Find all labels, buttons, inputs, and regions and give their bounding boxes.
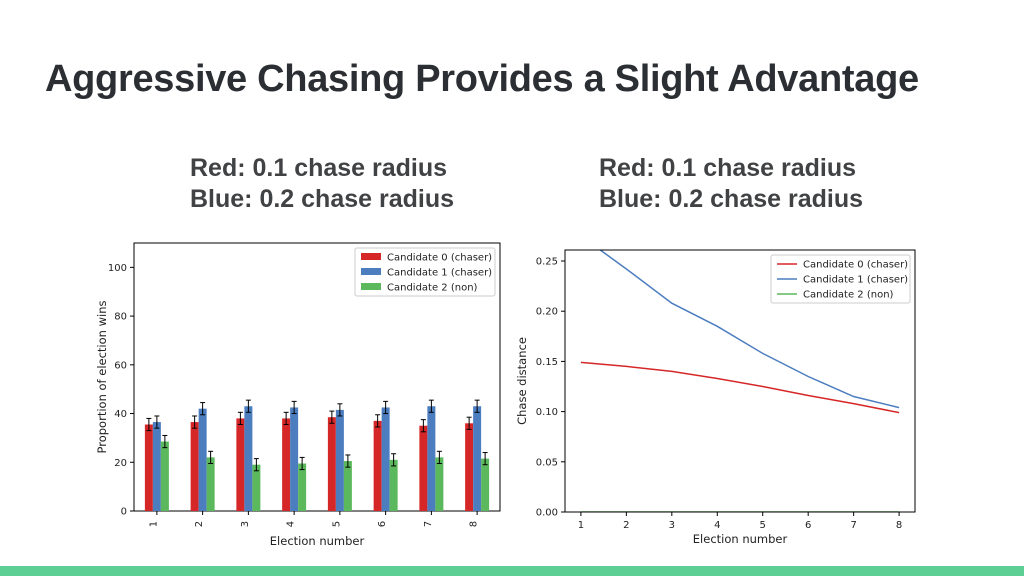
line-series-1 (599, 250, 900, 409)
bar-s1-c0 (152, 422, 161, 511)
bar-s0-c5 (373, 420, 382, 511)
bar-legend: Candidate 0 (chaser) Candidate 1 (chaser)… (354, 247, 496, 297)
line-xtick-label-2: 3 (669, 520, 675, 531)
bar-legend-swatch-0 (361, 253, 381, 260)
bar-xaxis-label: Election number (270, 534, 365, 548)
bar-ytick-label-2: 40 (114, 409, 127, 420)
line-ytick-label-0: 0.00 (536, 508, 558, 519)
caption-right-line1: Red: 0.1 chase radius (599, 154, 857, 182)
bar-s1-c3 (290, 407, 299, 511)
bar-xtick-label-0: 1 (148, 521, 159, 527)
bar-s2-c6 (435, 457, 444, 511)
line-ytick-label-1: 0.05 (536, 457, 558, 468)
bar-ytick-label-3: 60 (114, 360, 127, 371)
bar-legend-box (354, 247, 496, 297)
line-series-0 (580, 361, 900, 414)
bar-s2-c2 (252, 464, 261, 511)
bar-s0-c6 (419, 425, 428, 511)
bar-yaxis-label: Proportion of election wins (95, 301, 109, 454)
bar-xtick-label-2: 3 (240, 521, 251, 527)
bar-s0-c0 (144, 424, 153, 511)
line-series-group (580, 250, 900, 512)
line-xtick-label-3: 4 (714, 520, 720, 531)
caption-left-line1: Red: 0.1 chase radius (190, 154, 448, 182)
bar-legend-swatch-2 (361, 283, 381, 290)
bar-s1-c4 (335, 409, 344, 511)
bar-s0-c7 (465, 423, 474, 511)
line-ytick-label-3: 0.15 (536, 357, 558, 368)
line-ytick-label-2: 0.10 (536, 407, 558, 418)
bar-s0-c4 (327, 417, 336, 511)
line-legend-box (770, 254, 911, 304)
line-legend: Candidate 0 (chaser) Candidate 1 (chaser)… (770, 254, 911, 304)
bar-s2-c3 (298, 463, 307, 511)
slide-title: Aggressive Chasing Provides a Slight Adv… (45, 58, 919, 100)
line-ytick-label-5: 0.25 (536, 257, 558, 268)
bar-ytick-label-0: 0 (121, 507, 127, 518)
bar-s2-c1 (206, 457, 215, 511)
bar-s0-c3 (282, 418, 291, 511)
bar-xtick-label-1: 2 (194, 521, 205, 527)
bar-legend-label-2: Candidate 2 (non) (387, 283, 478, 294)
bar-xtick-label-3: 4 (286, 521, 297, 527)
line-xtick-label-6: 7 (850, 520, 856, 531)
line-xtick-label-7: 8 (896, 520, 902, 531)
bar-s1-c1 (198, 408, 207, 511)
caption-right: Red: 0.1 chase radius Blue: 0.2 chase ra… (599, 153, 863, 215)
bar-s1-c2 (244, 406, 253, 511)
bar-xtick-label-6: 7 (423, 521, 434, 527)
line-xtick-label-4: 5 (760, 520, 766, 531)
bar-s1-c5 (381, 407, 390, 511)
bar-chart-election-wins: 0 20 40 60 80 100 1 2 3 4 5 6 7 8 Election number Propo… (95, 242, 501, 548)
line-legend-label-1: Candidate 1 (chaser) (803, 275, 908, 286)
line-xtick-label-5: 6 (805, 520, 811, 531)
bottom-accent-bar (0, 566, 1024, 576)
line-yaxis-label: Chase distance (515, 337, 529, 425)
line-ytick-label-4: 0.20 (536, 307, 558, 318)
bar-xtick-label-7: 8 (469, 521, 480, 527)
bar-s2-c4 (343, 461, 352, 511)
bar-s0-c2 (236, 418, 245, 511)
bar-ytick-label-1: 20 (114, 458, 127, 469)
bar-xtick-label-4: 5 (331, 521, 342, 527)
line-xtick-label-0: 1 (578, 520, 584, 531)
bar-s1-c6 (427, 406, 436, 511)
bar-xtick-label-5: 6 (377, 521, 388, 527)
bar-s1-c7 (473, 406, 482, 511)
bar-s2-c0 (160, 441, 169, 511)
line-plot-frame (564, 249, 916, 513)
bar-legend-swatch-1 (361, 268, 381, 275)
bar-s0-c1 (190, 422, 199, 511)
caption-left: Red: 0.1 chase radius Blue: 0.2 chase ra… (190, 153, 454, 215)
line-xaxis-label: Election number (693, 532, 788, 546)
line-legend-label-0: Candidate 0 (chaser) (803, 260, 908, 271)
bar-legend-label-0: Candidate 0 (chaser) (387, 253, 492, 264)
caption-right-line2: Blue: 0.2 chase radius (599, 185, 864, 213)
line-xtick-label-1: 2 (623, 520, 629, 531)
bar-ytick-label-5: 100 (108, 263, 127, 274)
caption-left-line2: Blue: 0.2 chase radius (190, 185, 455, 213)
bar-ytick-label-4: 80 (114, 312, 127, 323)
line-legend-label-2: Candidate 2 (non) (803, 290, 894, 301)
bar-legend-label-1: Candidate 1 (chaser) (387, 268, 492, 279)
bar-s2-c7 (481, 458, 490, 511)
line-chart-chase-distance: 0.00 0.05 0.10 0.15 0.20 0.25 1 2 3 4 5 6 7 8 Election… (515, 249, 916, 546)
bar-s2-c5 (389, 459, 398, 511)
